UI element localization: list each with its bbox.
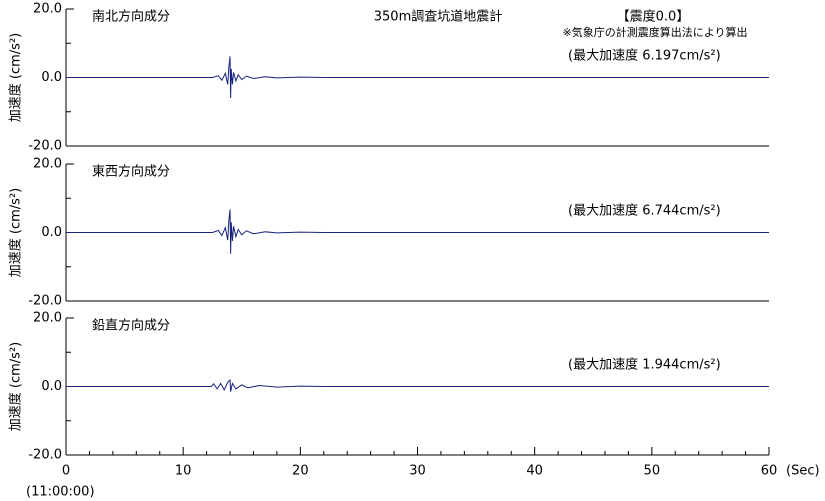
trace <box>66 209 769 254</box>
y-label: 加速度 (cm/s²) <box>8 33 24 122</box>
x-tick-label: 0 <box>62 464 70 479</box>
y-tick-label: 20.0 <box>33 2 62 17</box>
y-tick-label: 20.0 <box>33 157 62 172</box>
x-tick-label: 60 <box>761 464 778 479</box>
x-tick-label: 10 <box>175 464 192 479</box>
intensity: 【震度0.0】 <box>617 9 690 25</box>
y-tick-label: -20.0 <box>28 139 62 154</box>
y-tick-label: 0.0 <box>41 379 62 394</box>
panel-title: 南北方向成分 <box>92 9 170 25</box>
max-accel: (最大加速度 6.197cm/s²) <box>568 48 721 64</box>
panel-title: 東西方向成分 <box>92 164 170 180</box>
x-tick-label: 20 <box>292 464 309 479</box>
x-start-label: (11:00:00) <box>26 485 95 500</box>
trace <box>66 56 769 99</box>
y-tick-label: -20.0 <box>28 448 62 463</box>
y-tick-label: 0.0 <box>41 225 62 240</box>
page-title: 350m調査坑道地震計 <box>374 9 502 25</box>
max-accel: (最大加速度 6.744cm/s²) <box>568 203 721 219</box>
trace <box>66 378 769 392</box>
y-label: 加速度 (cm/s²) <box>8 188 24 277</box>
x-tick-label: 50 <box>644 464 661 479</box>
panel-title: 鉛直方向成分 <box>92 318 170 334</box>
max-accel: (最大加速度 1.944cm/s²) <box>568 357 721 373</box>
y-tick-label: 20.0 <box>33 311 62 326</box>
y-tick-label: 0.0 <box>41 70 62 85</box>
y-tick-label: -20.0 <box>28 294 62 309</box>
note: ※気象庁の計測震度算出法により算出 <box>563 25 748 39</box>
x-tick-label: 30 <box>409 464 426 479</box>
x-tick-label: 40 <box>526 464 543 479</box>
x-label: (Sec) <box>786 464 820 479</box>
y-label: 加速度 (cm/s²) <box>8 342 24 431</box>
